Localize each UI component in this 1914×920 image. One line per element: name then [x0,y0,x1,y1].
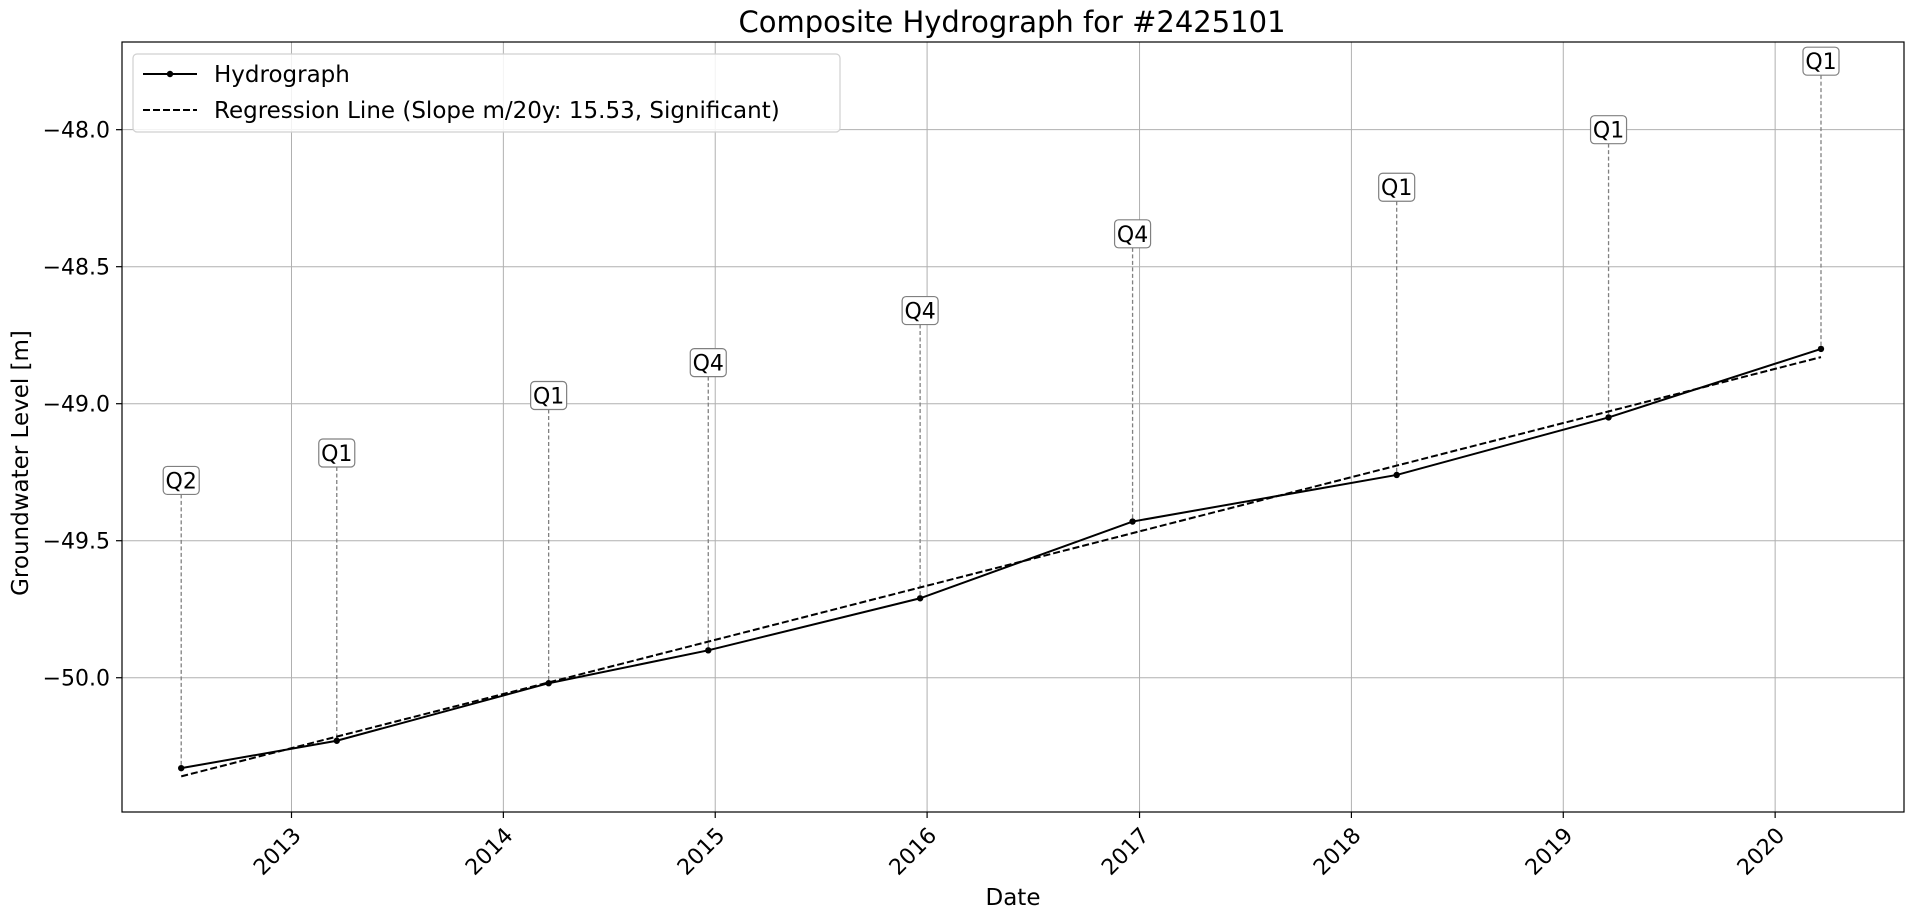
chart-title: Composite Hydrograph for #2425101 [738,5,1285,39]
annotation-box [1113,219,1152,249]
annotation-box [689,348,727,378]
annotation-label: Q1 [1805,50,1836,75]
legend-hydrograph-marker [166,70,174,78]
hydrograph-point [1605,414,1612,421]
hydrograph-point [545,680,552,687]
annotation-label: Q1 [533,384,564,409]
annotation-box [901,295,939,326]
annotation-label: Q4 [904,300,935,325]
legend-hydrograph-label: Hydrograph [214,62,350,88]
y-axis-label: Groundwater Level [m] [8,330,34,596]
annotation-box [162,465,200,496]
series-layer [178,75,1825,778]
hydrograph-point [705,647,712,654]
annotation-box [1378,172,1416,202]
hydrograph-point [1393,471,1400,479]
regression-line [180,356,1822,778]
annotation-box [1802,46,1840,76]
legend-regression-label: Regression Line (Slope m/20y: 15.53, Sig… [214,98,780,124]
hydrograph-point [916,595,924,602]
quarter-annotations: Q2 Q1 Q1 Q4 Q4 Q4 Q1 Q1 Q1 [162,46,1840,496]
x-axis-label: Date [986,885,1041,911]
annotation-label: Q2 [166,469,197,494]
y-tick-label: −48.0 [43,119,110,144]
legend-box [132,53,841,133]
y-tick-label: −49.5 [43,530,110,555]
hydrograph-point [1129,518,1136,525]
annotation-label: Q1 [1381,176,1412,201]
plot-frame [121,41,1905,813]
hydrograph-point [333,737,340,744]
hydrograph-point [178,764,185,772]
annotation-label: Q4 [1117,223,1148,248]
annotation-box [530,380,568,411]
annotation-label: Q4 [693,352,724,377]
annotation-box [1589,115,1628,145]
y-tick-label: −50.0 [43,667,110,692]
annotation-label: Q1 [1593,119,1624,144]
hydrograph-point [1817,345,1825,353]
annotation-box [318,438,356,468]
annotation-label: Q1 [321,442,352,467]
y-tick-label: −48.5 [43,256,110,281]
y-tick-label: −49.0 [43,393,110,418]
legend: Hydrograph Regression Line (Slope m/20y: … [132,53,841,133]
